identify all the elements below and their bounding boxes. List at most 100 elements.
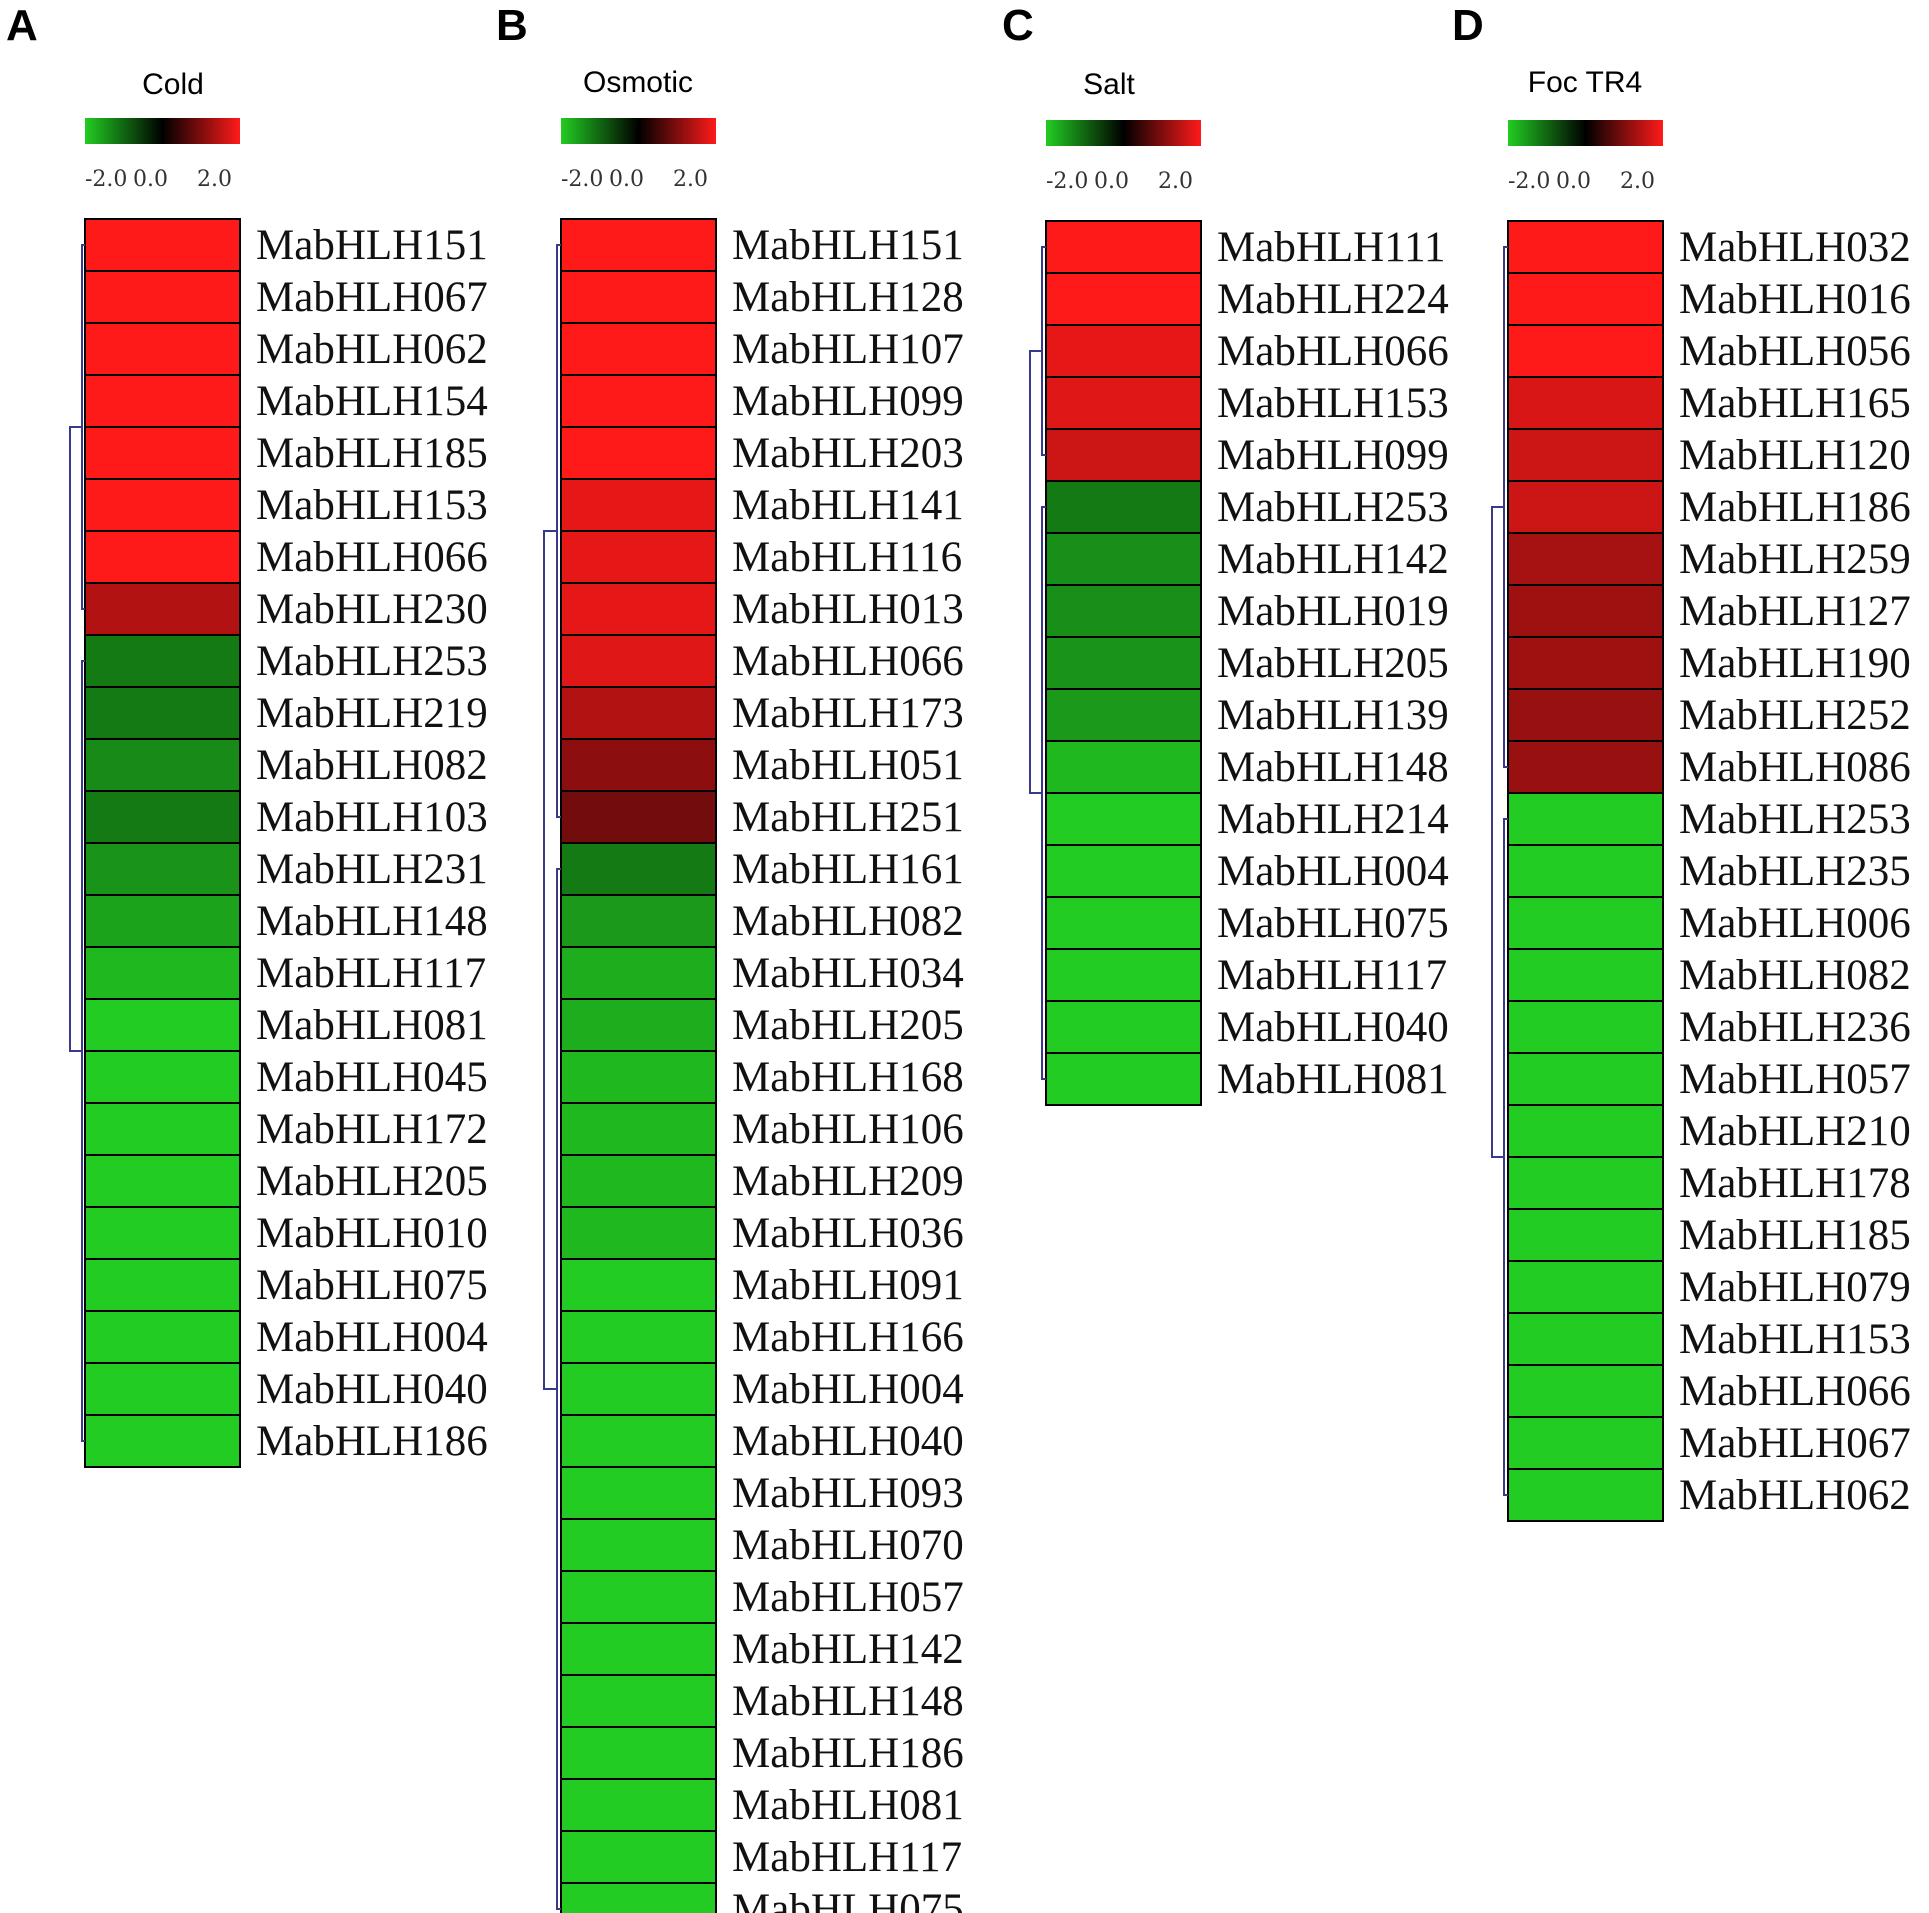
heatmap-cell (1045, 480, 1202, 534)
heatmap-cell (560, 686, 717, 740)
heatmap-cell (1507, 376, 1664, 430)
heatmap-cell (560, 1206, 717, 1260)
heatmap-cell (1507, 792, 1664, 846)
panel-title: Foc TR4 (1528, 66, 1642, 99)
gene-label: MabHLH253 (1217, 484, 1449, 531)
gene-label: MabHLH253 (256, 638, 488, 685)
gene-label: MabHLH161 (732, 846, 964, 893)
gene-label: MabHLH099 (732, 378, 964, 425)
heatmap-cell (1507, 584, 1664, 638)
gene-label: MabHLH128 (732, 274, 964, 321)
gene-label: MabHLH205 (1217, 640, 1449, 687)
heatmap-cell (560, 1310, 717, 1364)
gene-label: MabHLH185 (256, 430, 488, 477)
gene-label: MabHLH082 (256, 742, 488, 789)
heatmap-cell (84, 426, 241, 480)
heatmap-cell (560, 1518, 717, 1572)
gene-label: MabHLH139 (1217, 692, 1449, 739)
panel-B: B Osmotic -2.0 0.0 2.0 MabHLH151 MabHLH128 Ma… (496, 1, 964, 1913)
heatmap-cell (1045, 844, 1202, 898)
gene-label: MabHLH231 (256, 846, 488, 893)
panel-A: A Cold -2.0 0.0 2.0 MabHLH151 MabHLH067 MabHL… (6, 1, 488, 1468)
gene-label: MabHLH219 (256, 690, 488, 737)
heatmap-cell (1507, 1208, 1664, 1262)
gene-label: MabHLH214 (1217, 796, 1449, 843)
gene-label: MabHLH168 (732, 1054, 964, 1101)
gene-label: MabHLH066 (732, 638, 964, 685)
gene-label: MabHLH093 (732, 1470, 964, 1517)
heatmap-cell (84, 530, 241, 584)
heatmap-cell (560, 842, 717, 896)
gene-label: MabHLH086 (1679, 744, 1911, 791)
panel-letter: B (496, 1, 528, 50)
heatmap-cell (84, 1206, 241, 1260)
heatmap-cell (1507, 1468, 1664, 1522)
gene-label: MabHLH117 (256, 950, 486, 997)
scale-tick-label: 2.0 (1158, 169, 1193, 194)
gene-label: MabHLH205 (732, 1002, 964, 1049)
gene-label: MabHLH116 (732, 534, 962, 581)
heatmap-cell (84, 270, 241, 324)
panel-title: Osmotic (583, 66, 693, 99)
heatmap-cell (1507, 1364, 1664, 1418)
gene-label: MabHLH082 (732, 898, 964, 945)
heatmap-cell (1507, 688, 1664, 742)
heatmap-cell (560, 270, 717, 324)
heatmap-cell (1045, 272, 1202, 326)
gene-label: MabHLH117 (732, 1834, 962, 1881)
panel-D: D Foc TR4 -2.0 0.0 2.0 MabHLH032 MabHLH016 Ma… (1452, 1, 1911, 1522)
dendrogram (1029, 246, 1046, 1080)
gene-label: MabHLH253 (1679, 796, 1911, 843)
heatmap-cell (560, 322, 717, 376)
heatmap-cell (1045, 220, 1202, 274)
gene-label: MabHLH209 (732, 1158, 964, 1205)
heatmap-cell (1045, 584, 1202, 638)
gene-label: MabHLH040 (256, 1366, 488, 1413)
heatmap-cell (1045, 324, 1202, 378)
heatmap-cell (1045, 688, 1202, 742)
heatmap-cell (84, 1102, 241, 1156)
heatmap-cell (560, 1258, 717, 1312)
gene-label: MabHLH259 (1679, 536, 1911, 583)
gene-label: MabHLH142 (732, 1626, 964, 1673)
heatmap-cell (1045, 428, 1202, 482)
heatmap-cell (560, 1466, 717, 1520)
color-scale-bar (1508, 120, 1663, 146)
heatmap-cell (84, 374, 241, 428)
gene-label: MabHLH006 (1679, 900, 1911, 947)
heatmap-cell (560, 1362, 717, 1416)
heatmap-cell (84, 790, 241, 844)
heatmap-cell (1045, 636, 1202, 690)
heatmap-cell (560, 1102, 717, 1156)
heatmap-cell (1507, 1260, 1664, 1314)
gene-label: MabHLH165 (1679, 380, 1911, 427)
panel-letter: D (1452, 1, 1484, 50)
heatmap-cell (560, 478, 717, 532)
scale-tick-label: -2.0 (1508, 169, 1550, 194)
gene-label: MabHLH082 (1679, 952, 1911, 999)
gene-label: MabHLH070 (732, 1522, 964, 1569)
gene-label: MabHLH036 (732, 1210, 964, 1257)
gene-label: MabHLH111 (1217, 224, 1446, 271)
heatmap-cell (1045, 896, 1202, 950)
gene-label: MabHLH151 (256, 222, 488, 269)
gene-label: MabHLH148 (256, 898, 488, 945)
heatmap-cell (1507, 532, 1664, 586)
gene-label: MabHLH099 (1217, 432, 1449, 479)
gene-label: MabHLH186 (256, 1418, 488, 1465)
heatmap-cell (560, 1726, 717, 1780)
heatmap-cell (560, 374, 717, 428)
gene-label: MabHLH127 (1679, 588, 1911, 635)
gene-label: MabHLH153 (1217, 380, 1449, 427)
gene-label: MabHLH019 (1217, 588, 1449, 635)
gene-label: MabHLH173 (732, 690, 964, 737)
gene-label: MabHLH142 (1217, 536, 1449, 583)
gene-label: MabHLH148 (732, 1678, 964, 1725)
heatmap-cell (560, 1882, 717, 1913)
heatmap-cell (84, 1258, 241, 1312)
heatmap-cell (560, 738, 717, 792)
heatmap-cell (84, 1310, 241, 1364)
gene-label: MabHLH190 (1679, 640, 1911, 687)
gene-label: MabHLH062 (256, 326, 488, 373)
